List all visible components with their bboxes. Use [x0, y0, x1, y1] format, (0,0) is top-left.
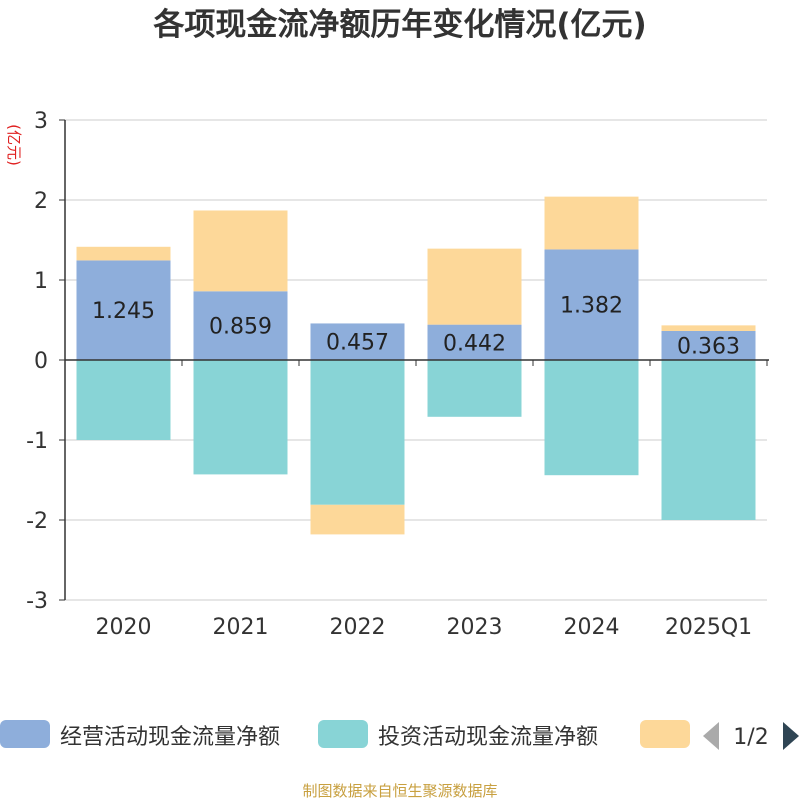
axes: 3 2 1 0 -1 -2 -3 2020 2021 2022 2023 2024 2025Q1: [26, 109, 769, 640]
legend-swatch[interactable]: [640, 720, 690, 748]
legend-label[interactable]: 投资活动现金流量净额: [378, 725, 598, 750]
data-label: 0.859: [209, 315, 272, 340]
data-label: 0.457: [326, 331, 389, 356]
page-indicator: 1/2: [733, 725, 768, 750]
legend-swatch[interactable]: [0, 720, 50, 748]
bar-2-2024: [544, 360, 639, 476]
y-tick-label: -3: [26, 589, 48, 614]
bar-1-2020: [76, 260, 171, 360]
y-axis-unit: (亿元): [5, 124, 23, 166]
bar-1-2022: [310, 323, 405, 360]
data-label: 1.382: [560, 294, 623, 319]
x-tick-label: 2021: [213, 615, 269, 640]
data-label: 0.363: [677, 334, 740, 359]
x-tick-label: 2023: [447, 615, 503, 640]
x-tick-label: 2024: [564, 615, 620, 640]
source-footer: 制图数据来自恒生聚源数据库: [302, 782, 497, 800]
bar-3-2020: [76, 246, 171, 261]
data-label: 1.245: [92, 299, 155, 324]
data-labels: 1.245 0.859 0.457 0.442 1.382 0.363: [92, 294, 740, 360]
bar-3-2024: [544, 196, 639, 250]
data-label: 0.442: [443, 331, 506, 356]
bar-1-2025Q1: [661, 330, 756, 360]
bar-1-2024: [544, 249, 639, 360]
bar-2-2021: [193, 360, 288, 475]
bar-2-2023: [427, 360, 522, 417]
bar-3-2025Q1: [661, 325, 756, 331]
y-tick-label: -1: [26, 429, 48, 454]
y-tick-label: 0: [34, 349, 48, 374]
bar-2-2022: [310, 360, 405, 505]
chart-title: 各项现金流净额历年变化情况(亿元): [152, 7, 646, 43]
bar-2-2020: [76, 360, 171, 440]
x-tick-label: 2022: [330, 615, 386, 640]
bar-3-2021: [193, 210, 288, 292]
y-tick-label: 1: [34, 269, 48, 294]
x-tick-label: 2025Q1: [665, 615, 752, 640]
y-tick-label: 2: [34, 189, 48, 214]
bar-2-2025Q1: [661, 360, 756, 520]
legend-label[interactable]: 经营活动现金流量净额: [60, 725, 280, 750]
y-tick-label: -2: [26, 509, 48, 534]
y-tick-label: 3: [34, 109, 48, 134]
bar-1-2021: [193, 291, 288, 360]
next-page-icon[interactable]: [783, 722, 799, 750]
legend-pager: 1/2: [703, 722, 799, 750]
legend-swatch[interactable]: [318, 720, 368, 748]
bars: [76, 196, 756, 535]
legend: 经营活动现金流量净额 投资活动现金流量净额: [0, 720, 690, 750]
x-tick-label: 2020: [96, 615, 152, 640]
bar-3-2022: [310, 504, 405, 535]
previous-page-icon[interactable]: [703, 722, 719, 750]
bar-3-2023: [427, 248, 522, 325]
bar-1-2023: [427, 324, 522, 360]
